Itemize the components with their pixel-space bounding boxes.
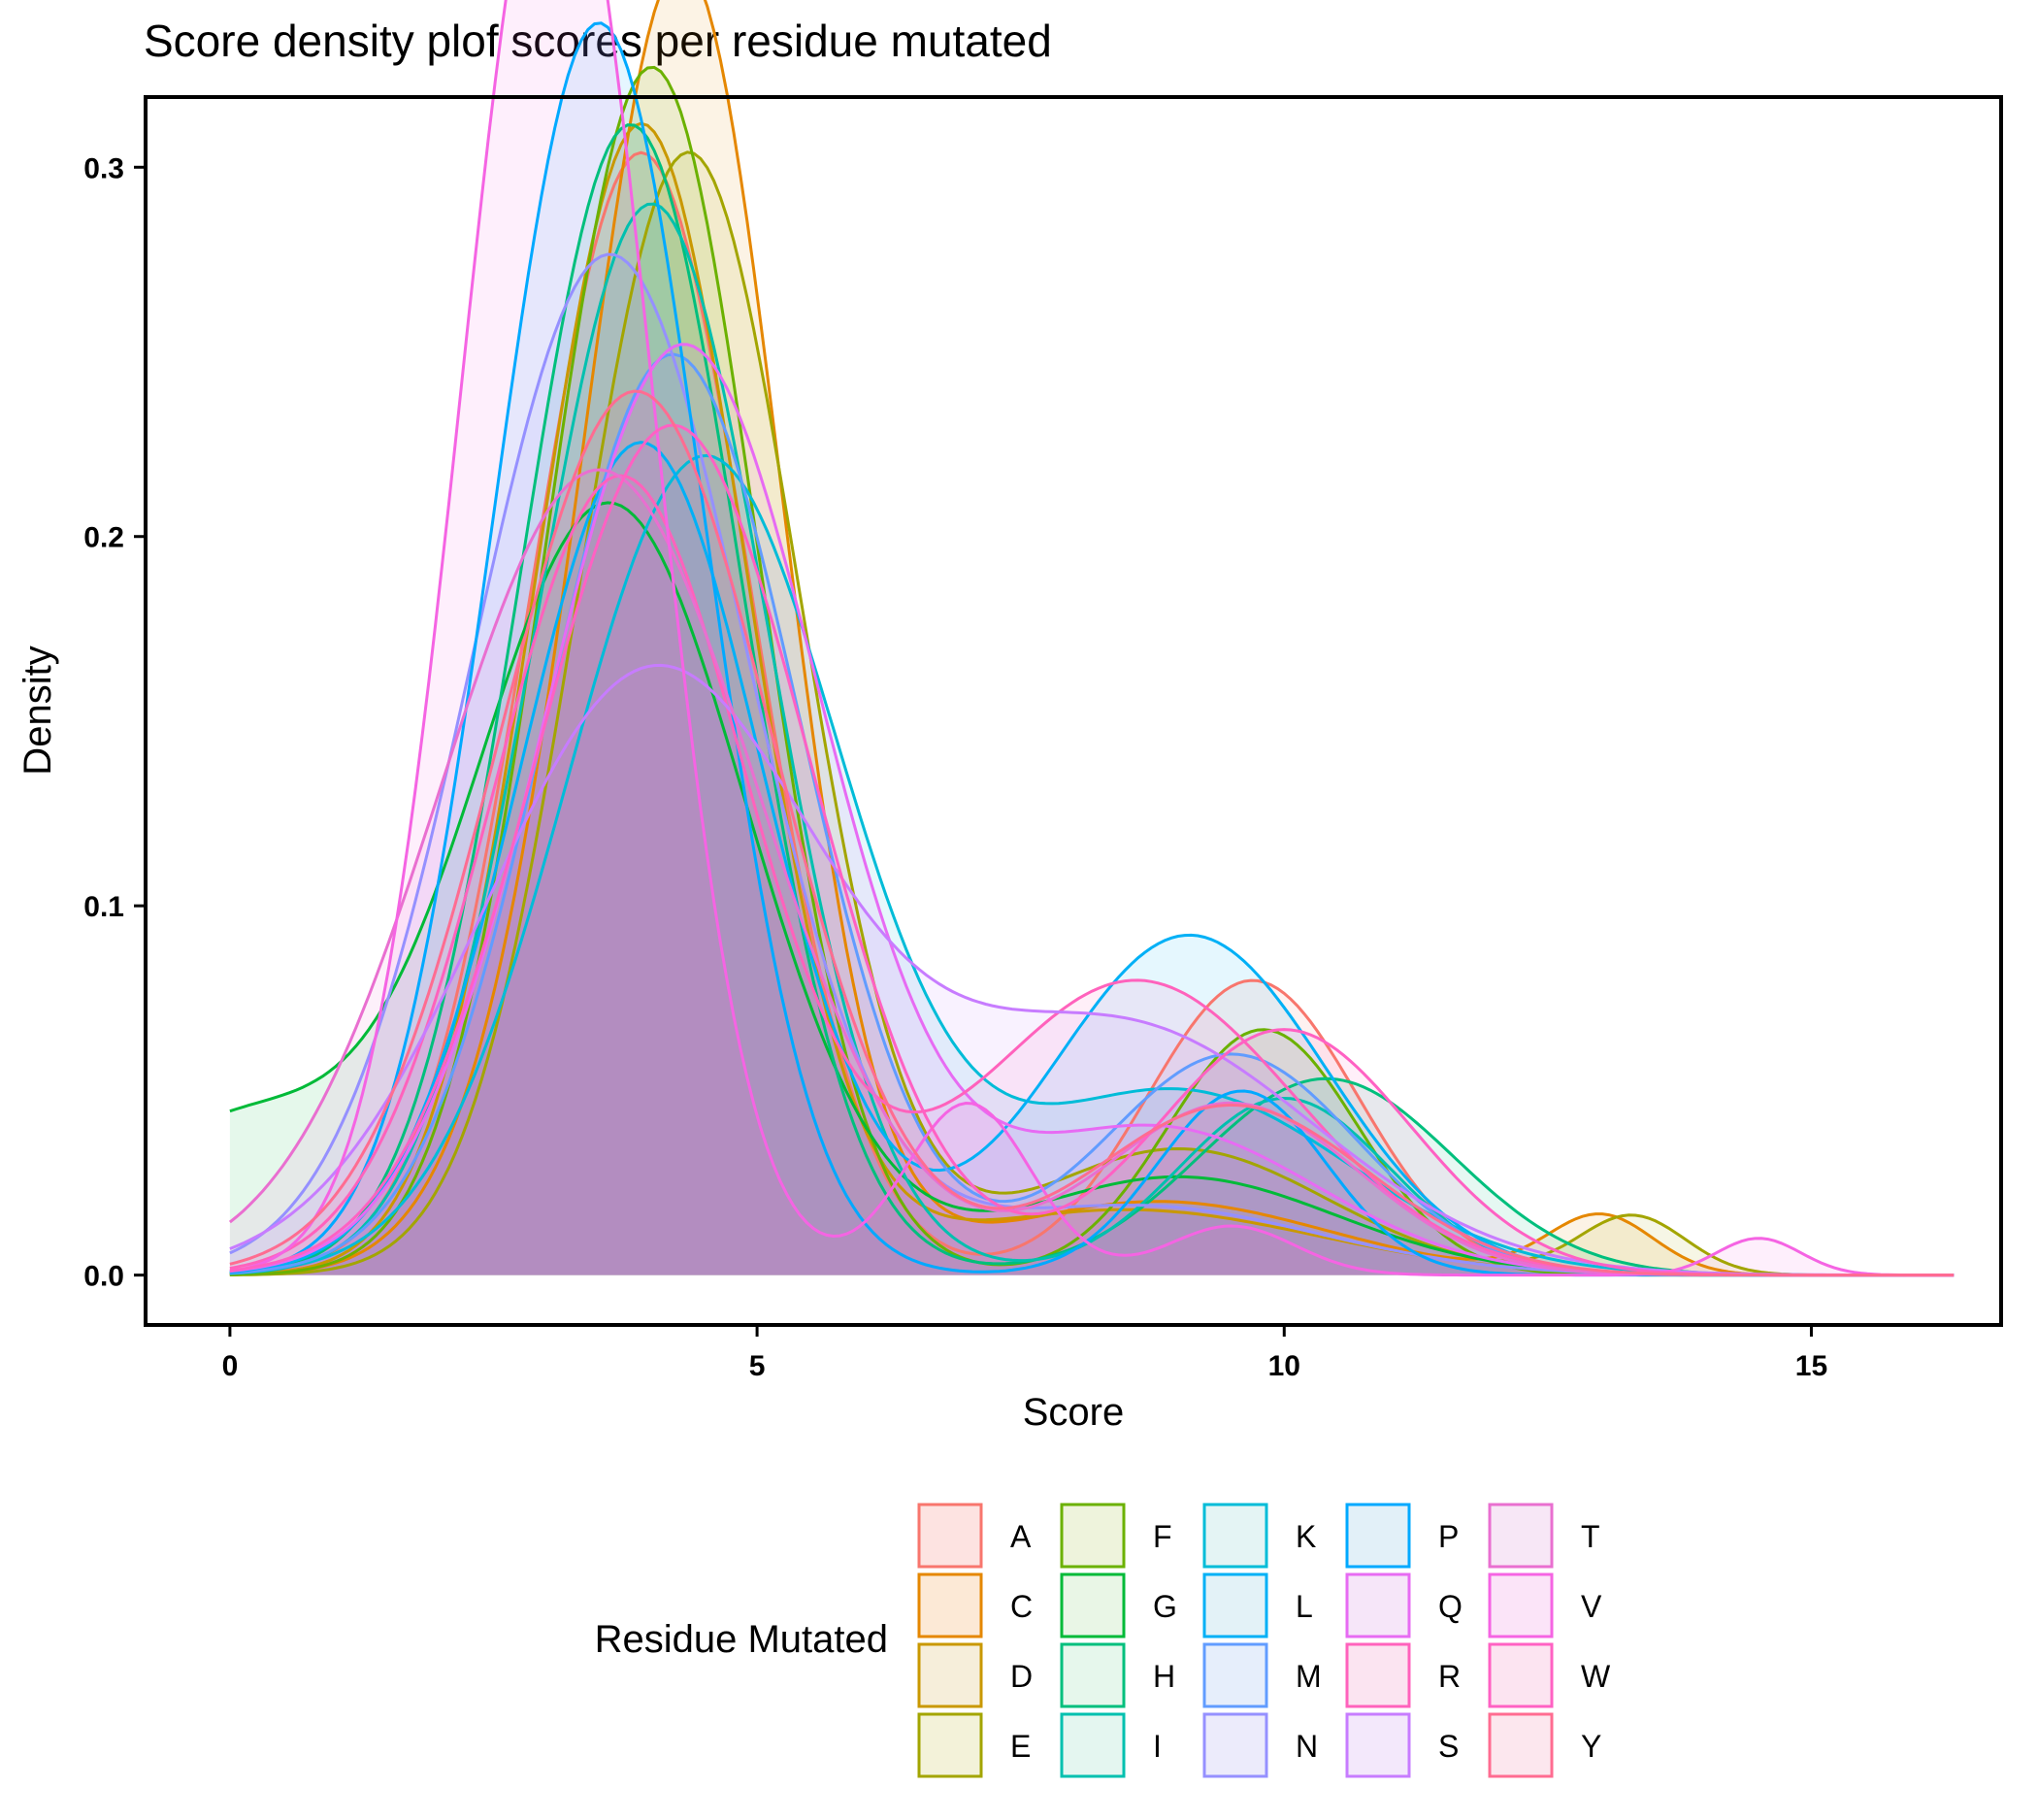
legend-label-i: I <box>1153 1729 1162 1764</box>
legend-key-p <box>1345 1503 1411 1569</box>
density-area-f <box>229 67 1955 1275</box>
y-tick-label: 0.3 <box>83 152 124 184</box>
legend-key-i <box>1060 1712 1126 1778</box>
density-area-m <box>229 354 1955 1275</box>
legend-label-n: N <box>1296 1729 1318 1764</box>
density-area-g <box>229 502 1955 1275</box>
legend-label-w: W <box>1581 1659 1611 1694</box>
y-tick-label: 0.2 <box>83 522 124 554</box>
legend-label-t: T <box>1581 1519 1600 1554</box>
legend-label-k: K <box>1296 1519 1316 1554</box>
legend-label-c: C <box>1010 1589 1033 1624</box>
x-axis: 0 5 10 15 <box>222 1325 1827 1382</box>
y-axis-label: Density <box>16 645 59 775</box>
density-area-k <box>229 455 1955 1275</box>
density-area-r <box>229 476 1955 1275</box>
legend-key-e <box>917 1712 983 1778</box>
legend-key-m <box>1202 1642 1268 1708</box>
density-area-t <box>229 470 1955 1275</box>
legend-key-l <box>1202 1572 1268 1638</box>
density-area-n <box>229 254 1955 1275</box>
density-area-p <box>229 22 1955 1275</box>
density-area-e <box>229 151 1955 1275</box>
legend-label-r: R <box>1438 1659 1461 1694</box>
legend-title: Residue Mutated <box>595 1618 888 1661</box>
y-axis: 0.0 0.1 0.2 0.3 <box>83 152 146 1293</box>
legend-label-p: P <box>1438 1519 1459 1554</box>
legend-key-n <box>1202 1712 1268 1778</box>
legend-label-m: M <box>1296 1659 1322 1694</box>
density-line-e <box>229 150 1955 1277</box>
legend-label-f: F <box>1153 1519 1172 1554</box>
density-line-y <box>229 389 1955 1277</box>
x-tick-label: 15 <box>1795 1350 1827 1382</box>
legend-key-t <box>1488 1503 1554 1569</box>
density-area-v <box>229 0 1955 1275</box>
x-tick-label: 0 <box>222 1350 239 1382</box>
density-line-w <box>229 423 1955 1277</box>
x-axis-label: Score <box>1023 1391 1125 1434</box>
density-area-s <box>229 665 1955 1275</box>
legend-key-h <box>1060 1642 1126 1708</box>
legend-label-l: L <box>1296 1589 1313 1624</box>
legend-label-e: E <box>1010 1729 1031 1764</box>
legend-label-a: A <box>1010 1519 1032 1554</box>
x-tick-label: 5 <box>749 1350 766 1382</box>
density-area-q <box>229 344 1955 1275</box>
density-area-w <box>229 425 1955 1275</box>
legend-label-h: H <box>1153 1659 1175 1694</box>
legend-key-a <box>917 1503 983 1569</box>
legend-label-q: Q <box>1438 1589 1463 1624</box>
y-tick-label: 0.0 <box>83 1261 124 1293</box>
legend-key-v <box>1488 1572 1554 1638</box>
legend-key-g <box>1060 1572 1126 1638</box>
plot-panel-border <box>144 95 2003 1327</box>
x-tick-label: 10 <box>1268 1350 1300 1382</box>
legend-label-y: Y <box>1581 1729 1601 1764</box>
legend-key-k <box>1202 1503 1268 1569</box>
density-area-y <box>229 391 1955 1275</box>
legend-key-w <box>1488 1642 1554 1708</box>
legend-key-r <box>1345 1642 1411 1708</box>
density-area-l <box>229 442 1955 1275</box>
legend-key-s <box>1345 1712 1411 1778</box>
legend-key-y <box>1488 1712 1554 1778</box>
legend-key-d <box>917 1642 983 1708</box>
legend-label-s: S <box>1438 1729 1459 1764</box>
y-tick-label: 0.1 <box>83 891 124 923</box>
legend-key-q <box>1345 1572 1411 1638</box>
legend-label-g: G <box>1153 1589 1177 1624</box>
legend-key-c <box>917 1572 983 1638</box>
density-area-a <box>229 152 1955 1275</box>
legend-label-v: V <box>1581 1589 1602 1624</box>
legend-key-f <box>1060 1503 1126 1569</box>
plot-area <box>228 0 1955 1277</box>
density-area-h <box>229 124 1955 1275</box>
density-area-d <box>229 123 1955 1275</box>
legend-label-d: D <box>1010 1659 1033 1694</box>
